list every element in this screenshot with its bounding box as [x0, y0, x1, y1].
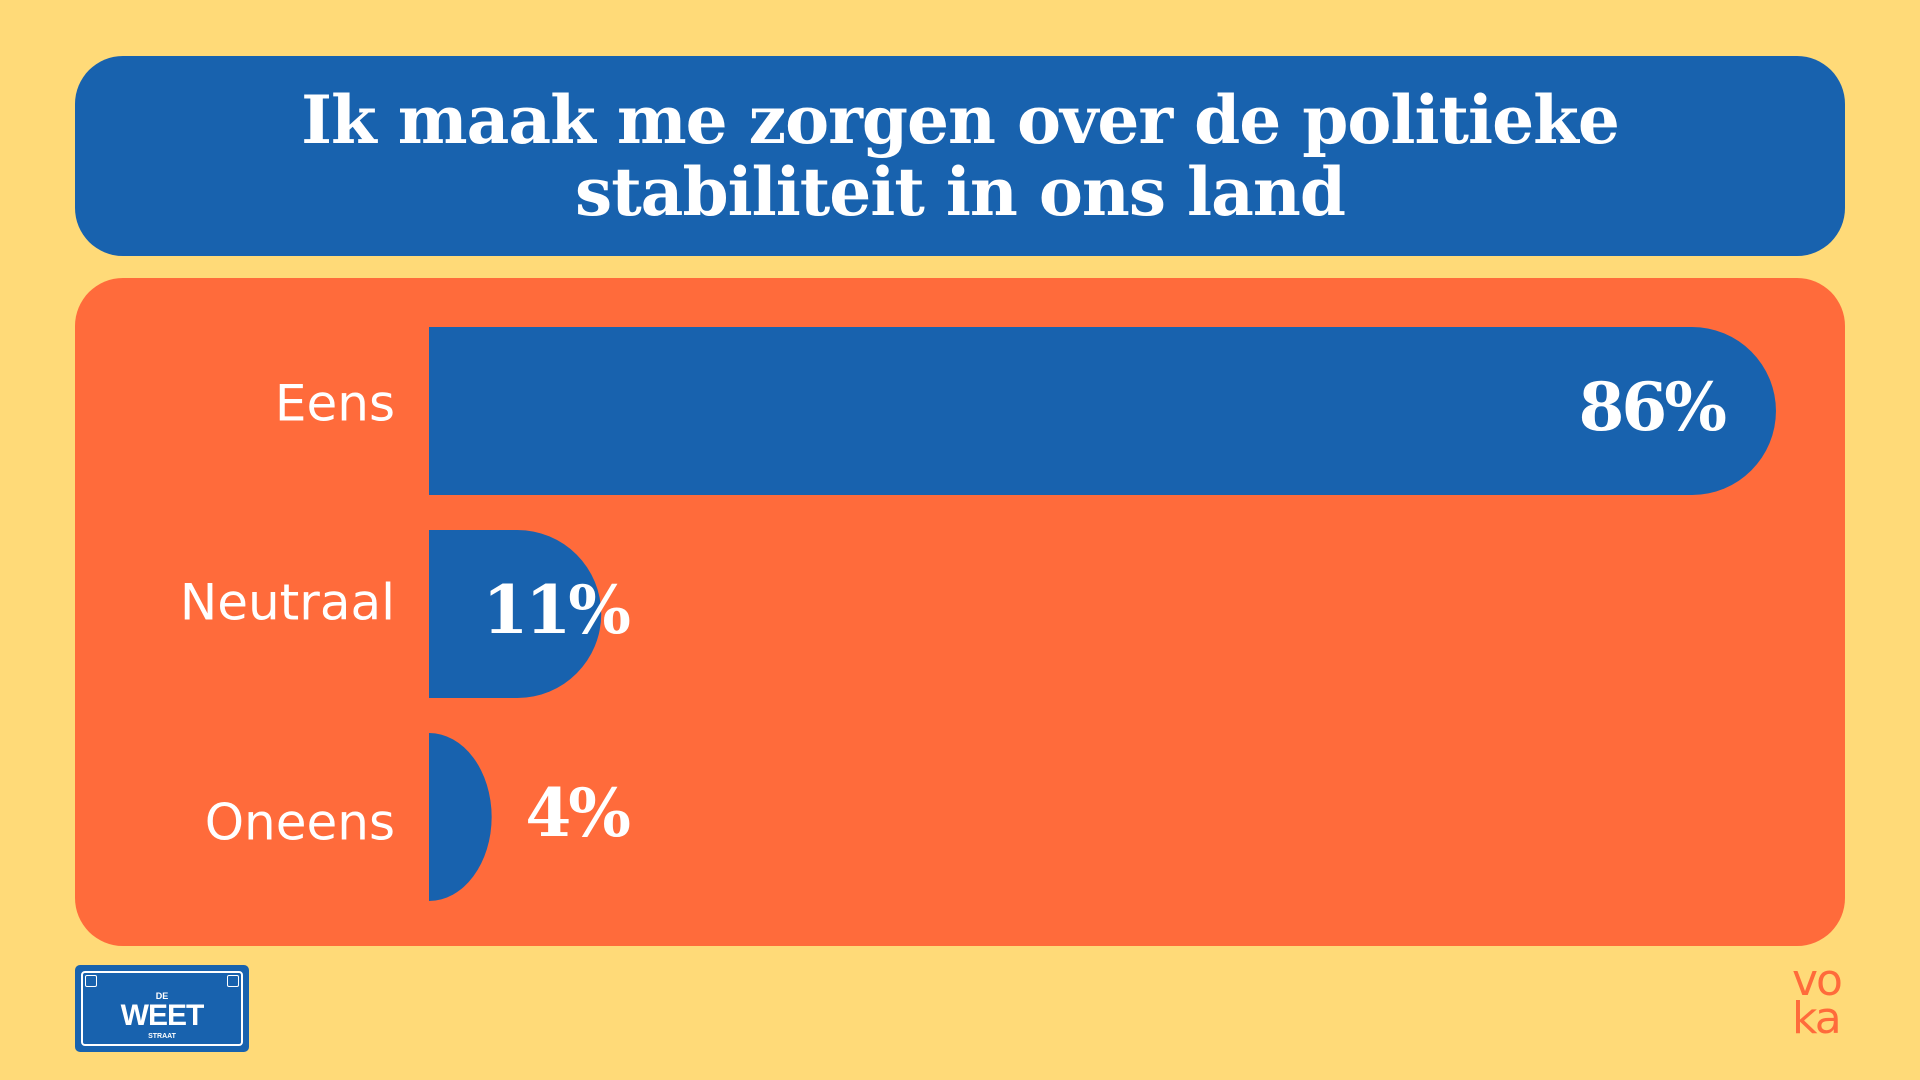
weetstraat-logo: DE WEET STRAAT — [75, 965, 249, 1052]
value-label-neutraal: 11% — [482, 571, 630, 649]
voka-line-2: ka — [1792, 993, 1842, 1044]
logo-corner-left-icon — [85, 975, 97, 987]
title-banner: Ik maak me zorgen over de politieke stab… — [75, 56, 1845, 256]
logo-corner-right-icon — [227, 975, 239, 987]
bar-neutraal — [429, 530, 602, 698]
value-label-eens: 86% — [1578, 368, 1726, 446]
bar-oneens — [429, 733, 492, 901]
chart-title: Ik maak me zorgen over de politieke stab… — [301, 81, 1620, 231]
logo-frame — [81, 971, 243, 1046]
logo-straat-text: STRAAT — [148, 1033, 176, 1040]
bar-eens — [429, 327, 1776, 495]
category-label-neutraal: Neutraal — [180, 574, 395, 632]
logo-weet-text: WEET — [120, 999, 205, 1032]
value-label-oneens: 4% — [525, 774, 630, 852]
voka-logo: vo ka — [1792, 955, 1848, 1044]
category-label-eens: Eens — [275, 375, 395, 433]
logo-de-text: DE — [155, 991, 169, 1001]
voka-line-1: vo — [1792, 955, 1843, 1006]
category-label-oneens: Oneens — [205, 794, 395, 852]
